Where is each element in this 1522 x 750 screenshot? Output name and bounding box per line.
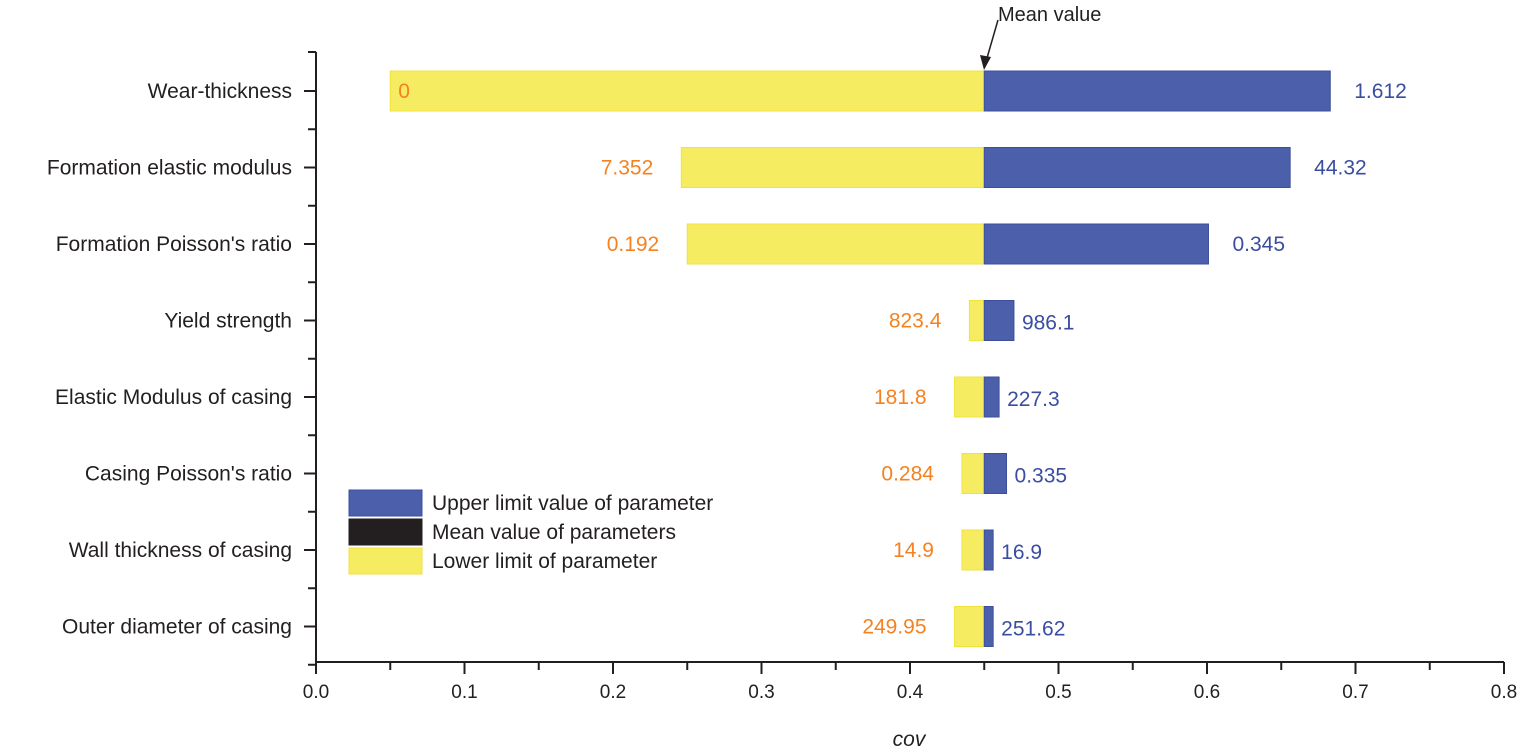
lower-limit-bar — [686, 223, 985, 265]
category-label: Yield strength — [164, 310, 292, 333]
upper-value-label: 0.335 — [1015, 465, 1068, 488]
legend-swatch — [348, 489, 423, 517]
lower-limit-bar — [968, 300, 985, 341]
category-label: Outer diameter of casing — [62, 616, 292, 639]
upper-value-label: 251.62 — [1001, 618, 1065, 641]
legend-entry-label: Upper limit value of parameter — [432, 492, 713, 515]
upper-limit-bar — [983, 529, 994, 571]
mean-arrow-line — [986, 19, 999, 59]
lower-limit-bar — [954, 376, 985, 418]
x-tick-label: 0.2 — [600, 682, 626, 703]
category-label: Formation Poisson's ratio — [56, 233, 292, 256]
x-tick-label: 0.7 — [1342, 682, 1368, 703]
category-label: Elastic Modulus of casing — [55, 386, 292, 409]
upper-limit-bar — [983, 606, 994, 647]
legend: Upper limit value of parameter Mean value… — [348, 489, 713, 575]
upper-value-label: 227.3 — [1007, 388, 1060, 411]
x-tick-label: 0.3 — [748, 682, 774, 703]
lower-value-label: 0.192 — [607, 233, 660, 256]
lower-value-label: 181.8 — [874, 386, 927, 409]
lower-value-label: 0.284 — [881, 463, 934, 486]
lower-value-label: 14.9 — [893, 539, 934, 562]
lower-value-label: 249.95 — [862, 616, 926, 639]
upper-value-label: 0.345 — [1232, 233, 1285, 256]
category-label: Wall thickness of casing — [69, 539, 292, 562]
legend-entry-label: Lower limit of parameter — [432, 550, 657, 573]
category-label: Casing Poisson's ratio — [85, 463, 292, 486]
x-tick-label: 0.5 — [1045, 682, 1071, 703]
mean-arrow-head — [980, 55, 991, 70]
x-tick-label: 0.4 — [897, 682, 924, 703]
mean-value-annotation: Mean value — [980, 4, 1101, 70]
lower-value-label: 823.4 — [889, 310, 942, 333]
upper-limit-bar — [983, 223, 1209, 265]
upper-limit-bar — [983, 300, 1015, 341]
lower-limit-bar — [680, 147, 985, 188]
lower-limit-bar — [389, 70, 985, 112]
upper-limit-bar — [983, 70, 1331, 112]
lower-limit-bar — [961, 453, 985, 494]
legend-entry-label: Mean value of parameters — [432, 521, 676, 544]
x-tick-label: 0.1 — [451, 682, 477, 703]
lower-limit-bar — [954, 606, 985, 647]
lower-limit-bar — [961, 529, 985, 571]
x-axis-label: cov — [893, 728, 927, 750]
lower-value-label: 0 — [398, 80, 410, 103]
x-tick-label: 0.0 — [303, 682, 329, 703]
upper-limit-bar — [983, 453, 1008, 494]
legend-swatch — [348, 518, 423, 546]
upper-value-label: 986.1 — [1022, 312, 1075, 335]
upper-limit-bar — [983, 376, 1000, 418]
category-label: Wear-thickness — [148, 80, 292, 103]
x-tick-label: 0.8 — [1491, 682, 1517, 703]
legend-swatch — [348, 547, 423, 575]
upper-value-label: 16.9 — [1001, 541, 1042, 564]
upper-value-label: 44.32 — [1314, 157, 1367, 180]
lower-value-label: 7.352 — [601, 157, 654, 180]
upper-limit-bar — [983, 147, 1291, 188]
category-label: Formation elastic modulus — [47, 157, 292, 180]
upper-value-label: 1.612 — [1354, 80, 1407, 103]
mean-annotation-text: Mean value — [998, 4, 1101, 26]
x-tick-label: 0.6 — [1194, 682, 1220, 703]
